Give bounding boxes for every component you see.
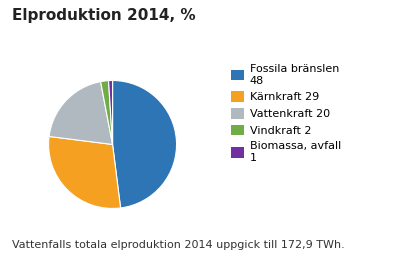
Text: Elproduktion 2014, %: Elproduktion 2014, % [12,8,195,23]
Wedge shape [112,80,176,208]
Wedge shape [49,136,120,208]
Wedge shape [108,80,112,144]
Legend: Fossila bränslen
48, Kärnkraft 29, Vattenkraft 20, Vindkraft 2, Biomassa, avfall: Fossila bränslen 48, Kärnkraft 29, Vatte… [230,64,340,163]
Wedge shape [100,80,112,144]
Text: Vattenfalls totala elproduktion 2014 uppgick till 172,9 TWh.: Vattenfalls totala elproduktion 2014 upp… [12,240,344,250]
Wedge shape [49,82,112,144]
